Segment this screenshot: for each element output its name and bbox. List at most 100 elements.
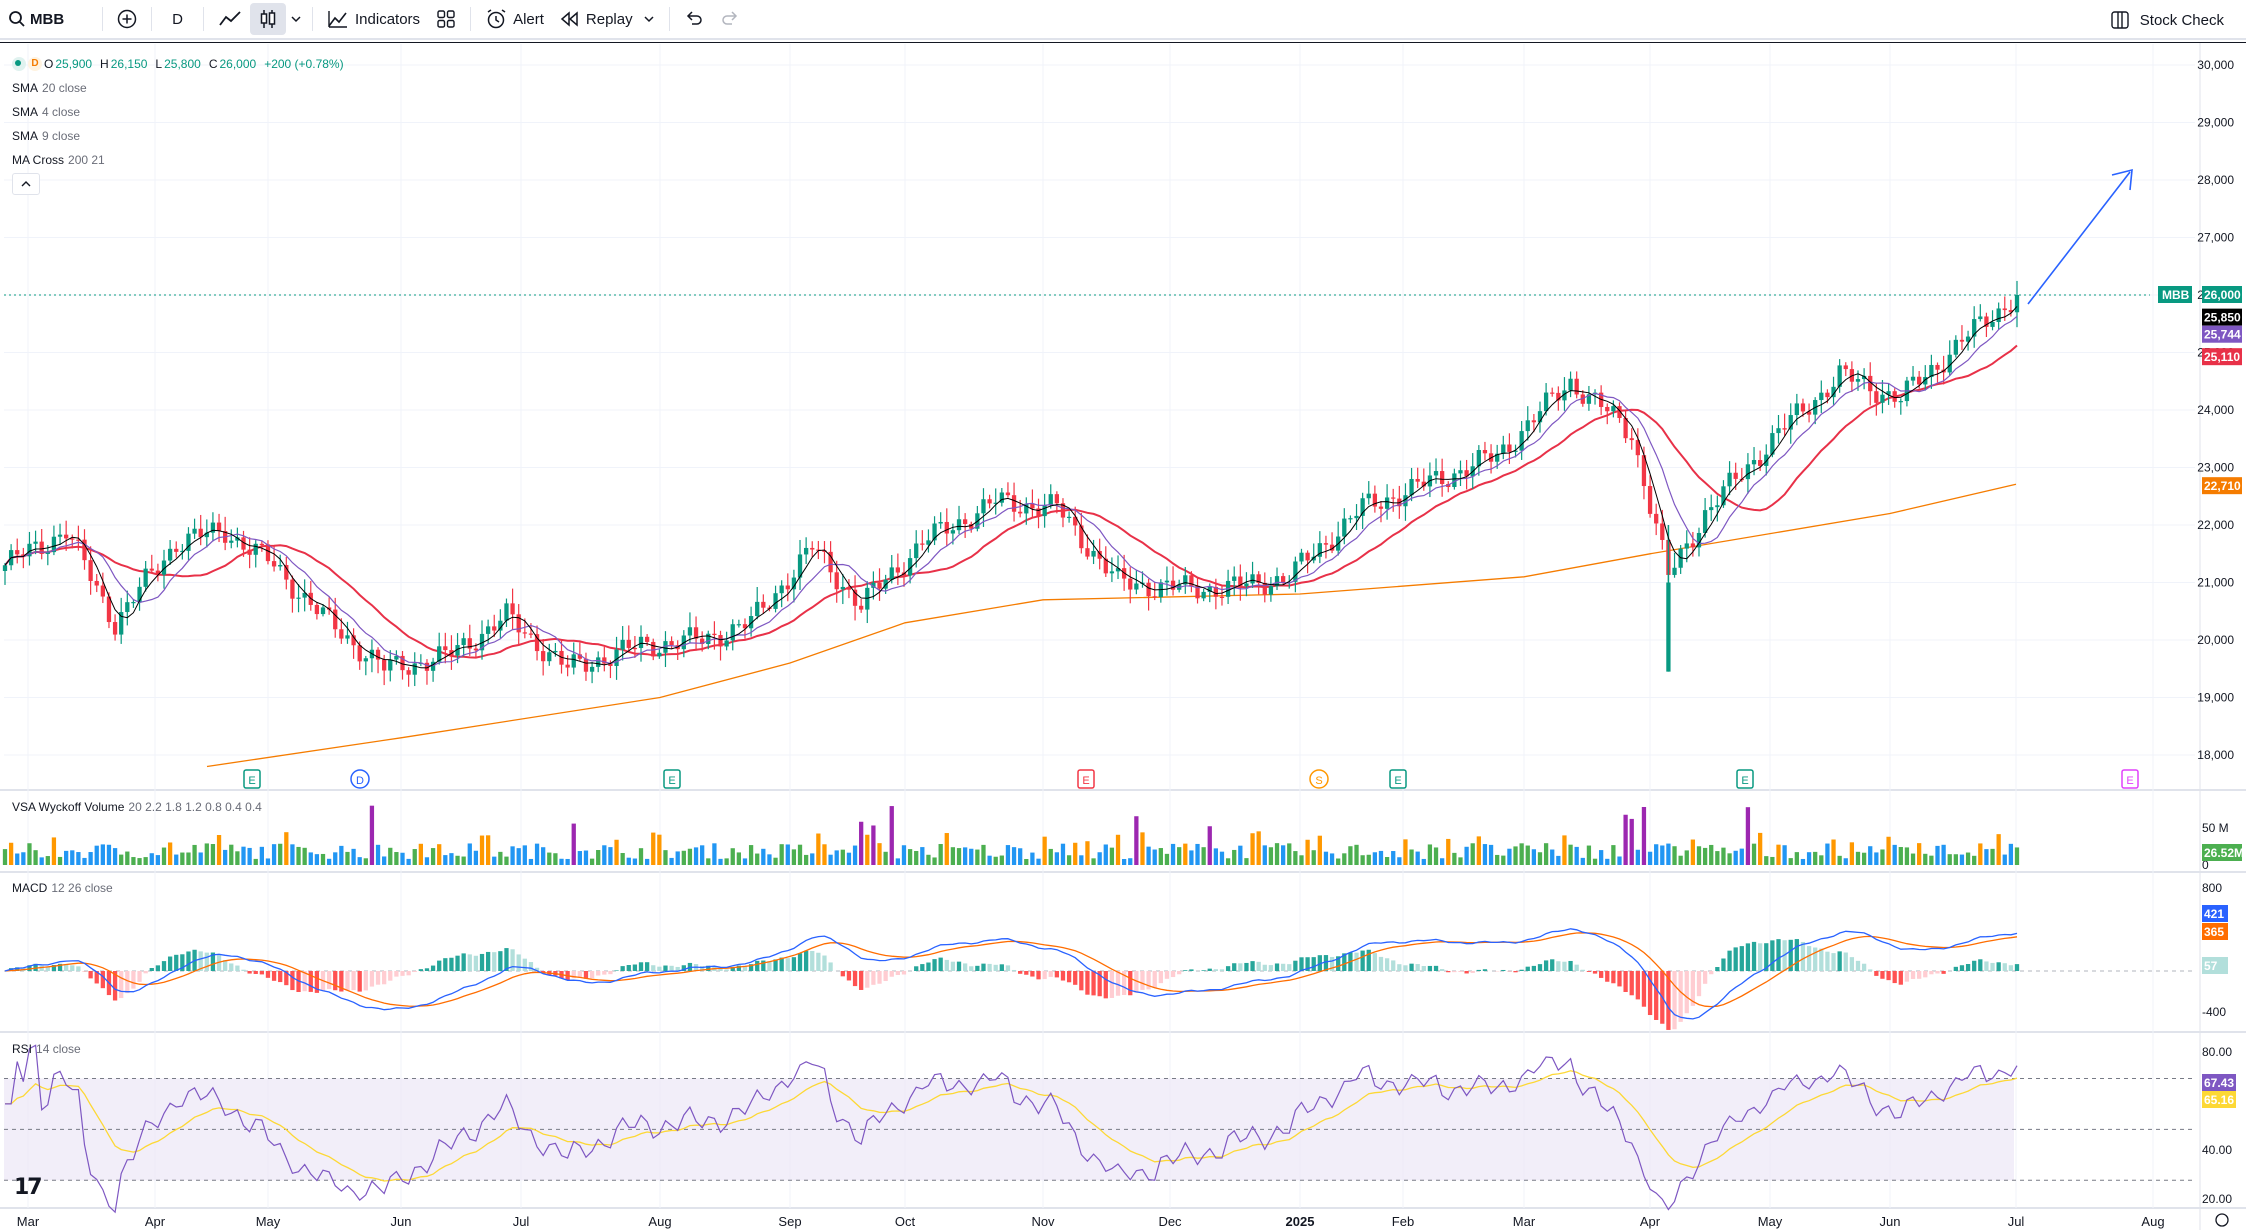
macd-histogram-bar xyxy=(1531,965,1537,971)
volume-bar xyxy=(871,825,876,865)
volume-bar xyxy=(559,858,564,865)
macd-histogram-bar xyxy=(1238,963,1243,971)
candle-body xyxy=(112,622,118,635)
volume-bar xyxy=(1543,843,1549,865)
volume-bar xyxy=(1091,858,1096,865)
macd-histogram-bar xyxy=(1415,964,1420,971)
volume-bar xyxy=(192,844,197,865)
undo-button[interactable] xyxy=(676,3,712,35)
volume-bar xyxy=(1929,855,1934,865)
volume-bar xyxy=(27,843,32,865)
indicators-button[interactable]: Indicators xyxy=(319,3,428,35)
volume-bar xyxy=(1128,858,1133,865)
macd-histogram-bar xyxy=(1819,948,1824,971)
line-chart-button[interactable] xyxy=(210,3,250,35)
macd-histogram-bar xyxy=(1837,951,1842,971)
legend-indicator[interactable]: SMA 4 close xyxy=(12,100,352,124)
ma200-badge xyxy=(2202,477,2242,495)
rsi-legend[interactable]: RSI 14 close xyxy=(12,1042,81,1056)
volume-bar xyxy=(2002,854,2007,865)
volume-bar xyxy=(589,858,595,865)
volume-bar xyxy=(1372,852,1378,865)
volume-bar xyxy=(1250,833,1255,865)
redo-button[interactable] xyxy=(712,3,748,35)
volume-bar xyxy=(1537,852,1543,865)
candle-body xyxy=(791,577,797,590)
symbol-search[interactable]: MBB xyxy=(0,3,72,35)
time-tick-label: Aug xyxy=(648,1214,671,1229)
volume-bar xyxy=(1378,850,1384,865)
alert-button[interactable]: Alert xyxy=(477,3,552,35)
candle-body xyxy=(528,633,534,635)
macd-histogram-bar xyxy=(1140,971,1145,990)
candle-body xyxy=(1232,576,1237,581)
low-value: 25,800 xyxy=(164,57,201,71)
candle-body xyxy=(534,634,540,652)
candle-body xyxy=(1164,580,1170,583)
compare-button[interactable] xyxy=(109,3,145,35)
volume-bar xyxy=(1446,838,1451,865)
volume-bar xyxy=(663,850,668,865)
price-tick-label: 22,000 xyxy=(2197,518,2234,532)
tradingview-logo[interactable]: 17 xyxy=(14,1175,43,1200)
price-tick-label: 29,000 xyxy=(2197,116,2234,130)
volume-bar xyxy=(1568,844,1573,865)
candle-body xyxy=(1953,339,1958,355)
volume-bar xyxy=(571,823,576,865)
macd-histogram-bar xyxy=(779,957,784,971)
volume-bar xyxy=(1758,832,1763,865)
candle-body xyxy=(1317,543,1322,557)
candle-body xyxy=(865,587,870,610)
legend-indicator[interactable]: MA Cross 200 21 xyxy=(12,148,352,172)
macd-histogram-bar xyxy=(339,971,344,992)
candle-body xyxy=(235,537,240,541)
macd-histogram-bar xyxy=(1342,953,1347,971)
macd-histogram-bar xyxy=(112,971,118,1001)
volume-legend[interactable]: VSA Wyckoff Volume 20 2.2 1.8 1.2 0.8 0.4… xyxy=(12,800,262,814)
volume-bar xyxy=(1696,846,1702,865)
legend-indicator[interactable]: SMA 20 close xyxy=(12,76,352,100)
grid-icon xyxy=(437,10,455,28)
volume-bar xyxy=(437,844,442,865)
collapse-legend-button[interactable] xyxy=(12,173,40,195)
volume-bar xyxy=(1195,843,1200,865)
macd-histogram-bar xyxy=(400,971,405,976)
volume-bar xyxy=(1605,858,1610,865)
volume-bar xyxy=(1232,849,1237,865)
macd-histogram-bar xyxy=(131,971,136,989)
candle-body xyxy=(302,592,307,598)
trend-arrow[interactable] xyxy=(2027,168,2133,305)
macd-histogram-bar xyxy=(1207,968,1212,971)
stock-check-button[interactable]: Stock Check xyxy=(2102,4,2232,36)
templates-button[interactable] xyxy=(428,3,464,35)
candle-body xyxy=(1617,406,1622,419)
volume-bar xyxy=(565,858,570,865)
candle-chart-button[interactable] xyxy=(250,3,287,35)
candle-body xyxy=(1262,582,1267,595)
interval-button[interactable]: D xyxy=(158,3,197,35)
volume-bar xyxy=(1592,858,1598,865)
legend-indicator[interactable]: SMA 9 close xyxy=(12,124,352,148)
candle-body xyxy=(1097,550,1102,559)
macd-histogram-bar xyxy=(571,971,576,979)
macd-histogram-bar xyxy=(1745,943,1751,971)
candle-body xyxy=(265,544,271,562)
macd-histogram-bar xyxy=(1519,969,1524,971)
replay-button[interactable]: Replay xyxy=(552,3,663,35)
macd-histogram-bar xyxy=(1678,971,1683,1022)
market-status-badge[interactable]: D xyxy=(28,57,42,71)
macd-histogram-bar xyxy=(1336,956,1341,971)
event-marker xyxy=(1736,769,1754,789)
macd-histogram-bar xyxy=(51,965,57,971)
volume-bar xyxy=(1201,847,1206,865)
volume-bar xyxy=(320,853,326,865)
macd-legend[interactable]: MACD 12 26 close xyxy=(12,881,113,895)
chart-type-dropdown[interactable] xyxy=(286,3,306,35)
macd-histogram-bar xyxy=(430,965,436,971)
volume-bar xyxy=(846,852,852,865)
time-tick-label: Aug xyxy=(2141,1214,2164,1229)
volume-bar xyxy=(1978,843,1983,865)
price-tick-label: 19,000 xyxy=(2197,691,2234,705)
macd-histogram-bar xyxy=(577,971,582,978)
